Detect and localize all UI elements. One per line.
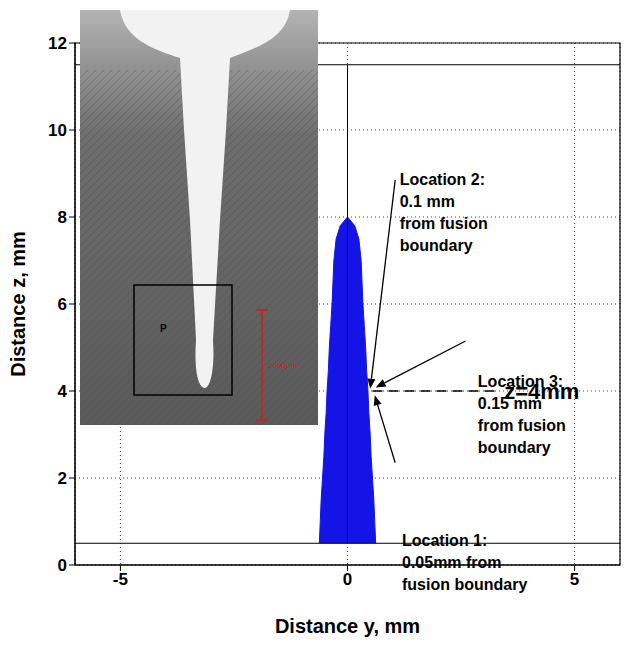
- svg-text:8: 8: [58, 208, 67, 227]
- svg-text:10: 10: [48, 121, 67, 140]
- svg-text:4: 4: [58, 382, 68, 401]
- svg-text:2: 2: [58, 469, 67, 488]
- svg-text:Distance y, mm: Distance y, mm: [275, 615, 420, 637]
- svg-text:Distance z, mm: Distance z, mm: [7, 231, 29, 377]
- svg-text:6: 6: [58, 295, 67, 314]
- svg-text:Location 2:0.1 mmfrom fusionbo: Location 2:0.1 mmfrom fusionboundary: [400, 171, 488, 254]
- svg-text:Location 1:0.05mm fromfusion b: Location 1:0.05mm fromfusion boundary: [402, 532, 527, 593]
- svg-text:-5: -5: [113, 570, 128, 589]
- svg-text:0: 0: [343, 570, 352, 589]
- svg-text:P: P: [160, 323, 167, 334]
- svg-text:5: 5: [570, 570, 579, 589]
- svg-text:0: 0: [58, 556, 67, 575]
- svg-text:12: 12: [48, 34, 67, 53]
- svg-text:2000μm: 2000μm: [268, 361, 297, 370]
- svg-text:Location 3:0.15 mmfrom fusionb: Location 3:0.15 mmfrom fusionboundary: [478, 373, 566, 456]
